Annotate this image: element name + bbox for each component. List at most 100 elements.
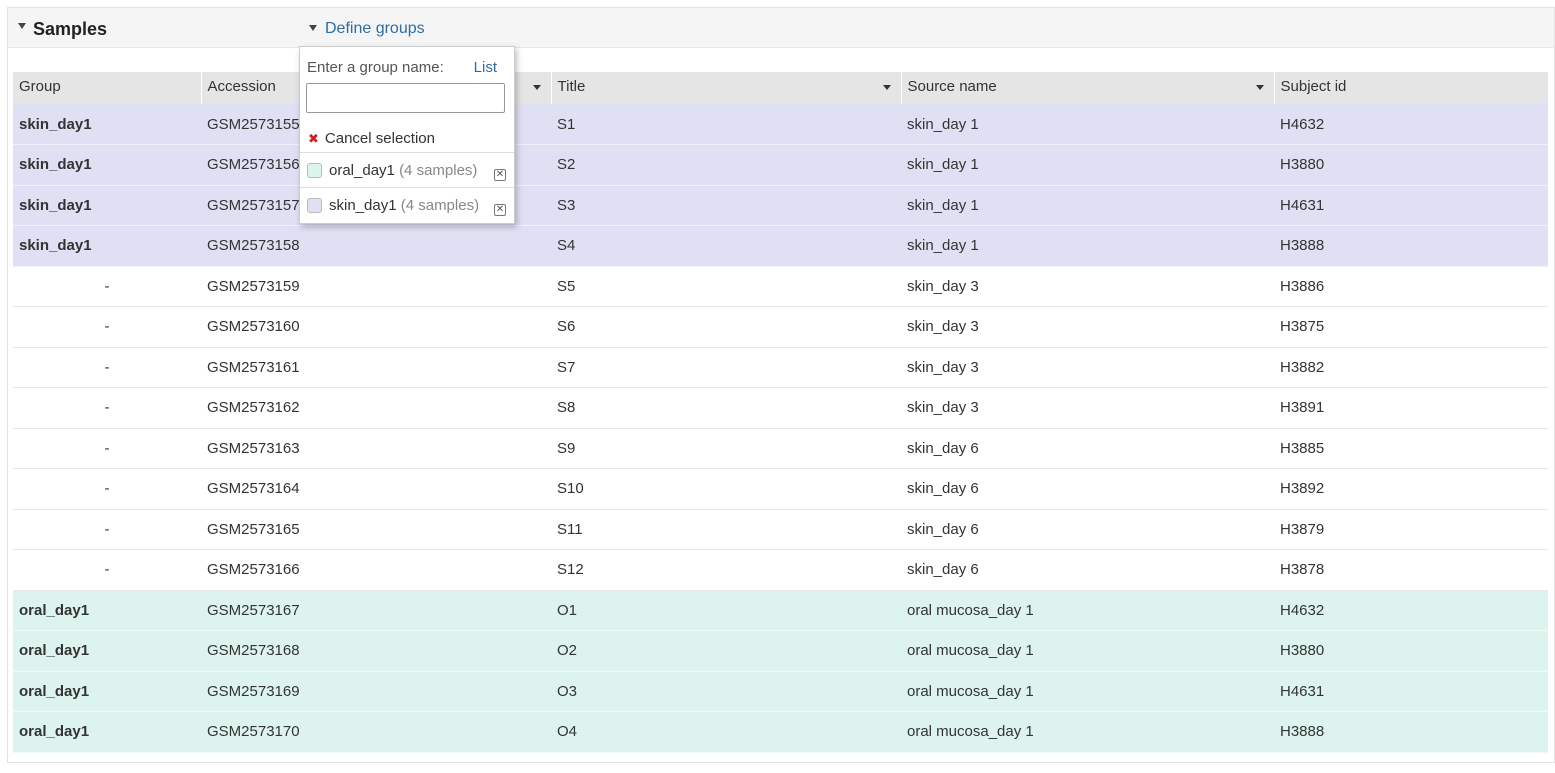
cell-source-name: skin_day 6 <box>901 549 1274 591</box>
cell-title: S6 <box>551 306 901 348</box>
cell-title: O2 <box>551 630 901 672</box>
cell-group: - <box>13 306 201 348</box>
cell-title: O4 <box>551 711 901 753</box>
cell-subject-id: H3875 <box>1274 306 1548 348</box>
sort-arrow-icon[interactable] <box>1255 85 1264 90</box>
group-color-swatch[interactable] <box>307 198 322 213</box>
cell-subject-id: H3885 <box>1274 428 1548 469</box>
group-name: skin_day1 <box>329 197 397 214</box>
table-row[interactable]: - GSM2573166 S12 skin_day 6 H3878 <box>13 549 1548 591</box>
cell-accession: GSM2573165 <box>201 509 551 550</box>
table-row[interactable]: oral_day1 GSM2573167 O1 oral mucosa_day 1 H4… <box>13 590 1548 631</box>
cell-group: - <box>13 347 201 388</box>
cell-group: oral_day1 <box>13 590 201 631</box>
delete-group-icon[interactable]: ✕ <box>494 169 506 181</box>
group-name-label: Enter a group name: <box>307 59 444 76</box>
group-item-skin-day1[interactable]: skin_day1 (4 samples) ✕ <box>300 187 514 221</box>
column-header-title[interactable]: Title <box>551 72 902 104</box>
cell-source-name: skin_day 1 <box>901 185 1274 226</box>
cell-title: O3 <box>551 671 901 712</box>
table-row[interactable]: - GSM2573165 S11 skin_day 6 H3879 <box>13 509 1548 550</box>
cell-title: S5 <box>551 266 901 307</box>
cell-accession: GSM2573168 <box>201 630 551 672</box>
cell-subject-id: H3888 <box>1274 711 1548 753</box>
table-row[interactable]: skin_day1 GSM2573158 S4 skin_day 1 H3888 <box>13 225 1548 267</box>
cell-source-name: oral mucosa_day 1 <box>901 630 1274 672</box>
list-link[interactable]: List <box>473 59 497 76</box>
cell-accession: GSM2573169 <box>201 671 551 712</box>
define-groups-link[interactable]: Define groups <box>325 20 425 37</box>
cell-group: - <box>13 266 201 307</box>
cell-source-name: skin_day 1 <box>901 225 1274 267</box>
define-groups-popup: Enter a group name: List ✖ Cancel selecti… <box>299 46 515 224</box>
table-row[interactable]: - GSM2573164 S10 skin_day 6 H3892 <box>13 468 1548 510</box>
cell-subject-id: H3879 <box>1274 509 1548 550</box>
cell-subject-id: H3888 <box>1274 225 1548 267</box>
table-row[interactable]: - GSM2573160 S6 skin_day 3 H3875 <box>13 306 1548 348</box>
table-row[interactable]: - GSM2573159 S5 skin_day 3 H3886 <box>13 266 1548 307</box>
cell-source-name: skin_day 3 <box>901 347 1274 388</box>
cell-group: oral_day1 <box>13 630 201 672</box>
table-row[interactable]: oral_day1 GSM2573170 O4 oral mucosa_day 1 H3… <box>13 711 1548 753</box>
sort-arrow-icon[interactable] <box>532 85 541 90</box>
cell-group: skin_day1 <box>13 185 201 226</box>
cell-source-name: skin_day 3 <box>901 306 1274 348</box>
cell-source-name: oral mucosa_day 1 <box>901 590 1274 631</box>
cell-subject-id: H3892 <box>1274 468 1548 510</box>
table-row[interactable]: skin_day1 GSM2573156 S2 skin_day 1 H3880 <box>13 144 1548 186</box>
cell-source-name: skin_day 6 <box>901 468 1274 510</box>
cell-accession: GSM2573159 <box>201 266 551 307</box>
group-name: oral_day1 <box>329 162 395 179</box>
cell-accession: GSM2573170 <box>201 711 551 753</box>
cell-subject-id: H3878 <box>1274 549 1548 591</box>
define-groups-triangle-icon[interactable] <box>309 25 317 31</box>
cell-accession: GSM2573160 <box>201 306 551 348</box>
cell-group: - <box>13 509 201 550</box>
cell-title: S11 <box>551 509 901 550</box>
cell-accession: GSM2573162 <box>201 387 551 429</box>
cell-group: skin_day1 <box>13 144 201 186</box>
cell-title: S4 <box>551 225 901 267</box>
column-header-group[interactable]: Group <box>13 72 202 104</box>
cell-accession: GSM2573166 <box>201 549 551 591</box>
cell-subject-id: H4631 <box>1274 671 1548 712</box>
cell-source-name: skin_day 3 <box>901 266 1274 307</box>
table-row[interactable]: - GSM2573161 S7 skin_day 3 H3882 <box>13 347 1548 388</box>
cell-title: S12 <box>551 549 901 591</box>
cell-subject-id: H4632 <box>1274 590 1548 631</box>
group-item-oral-day1[interactable]: oral_day1 (4 samples) ✕ <box>300 152 514 186</box>
cell-title: S9 <box>551 428 901 469</box>
group-count: (4 samples) <box>399 162 478 179</box>
column-header-source-name[interactable]: Source name <box>901 72 1275 104</box>
table-row[interactable]: oral_day1 GSM2573169 O3 oral mucosa_day 1 H4… <box>13 671 1548 712</box>
column-header-subject-id[interactable]: Subject id <box>1274 72 1549 104</box>
collapse-triangle-icon[interactable] <box>18 23 26 29</box>
cell-group: - <box>13 387 201 429</box>
cell-title: S3 <box>551 185 901 226</box>
cell-source-name: oral mucosa_day 1 <box>901 671 1274 712</box>
table-row[interactable]: - GSM2573163 S9 skin_day 6 H3885 <box>13 428 1548 469</box>
cell-title: S10 <box>551 468 901 510</box>
delete-group-icon[interactable]: ✕ <box>494 204 506 216</box>
cell-source-name: skin_day 3 <box>901 387 1274 429</box>
group-color-swatch[interactable] <box>307 163 322 178</box>
cell-accession: GSM2573164 <box>201 468 551 510</box>
table-row[interactable]: - GSM2573162 S8 skin_day 3 H3891 <box>13 387 1548 429</box>
sort-arrow-icon[interactable] <box>882 85 891 90</box>
table-row[interactable]: skin_day1 GSM2573157 S3 skin_day 1 H4631 <box>13 185 1548 226</box>
cancel-selection-label: Cancel selection <box>324 130 435 147</box>
cell-group: - <box>13 549 201 591</box>
cell-title: S8 <box>551 387 901 429</box>
samples-panel-header[interactable]: Samples Define groups <box>8 8 1554 48</box>
group-count: (4 samples) <box>400 197 480 214</box>
samples-table: Group Accession Title Source name Subjec… <box>13 72 1549 753</box>
group-name-input[interactable] <box>306 83 505 113</box>
table-row[interactable]: skin_day1 GSM2573155 S1 skin_day 1 H4632 <box>13 104 1548 145</box>
cell-subject-id: H4631 <box>1274 185 1548 226</box>
cancel-x-icon: ✖ <box>308 131 319 146</box>
cell-title: S7 <box>551 347 901 388</box>
cancel-selection-button[interactable]: ✖ Cancel selection <box>308 130 435 150</box>
cell-group: skin_day1 <box>13 104 201 145</box>
cell-group: skin_day1 <box>13 225 201 267</box>
table-row[interactable]: oral_day1 GSM2573168 O2 oral mucosa_day 1 H3… <box>13 630 1548 672</box>
